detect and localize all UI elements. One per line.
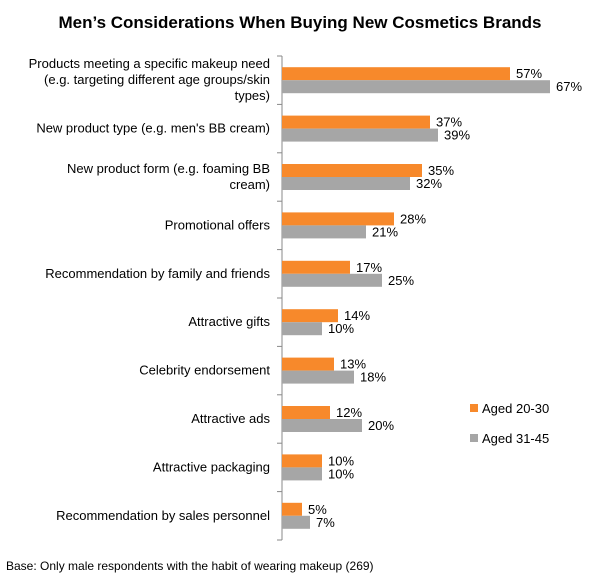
data-label: 13% (340, 357, 366, 372)
category-label: Recommendation by family and friends (45, 266, 270, 281)
category-label: (e.g. targeting different age groups/ski… (44, 72, 270, 87)
legend-swatch (470, 404, 478, 412)
data-label: 57% (516, 66, 542, 81)
data-label: 28% (400, 211, 426, 226)
data-label: 5% (308, 502, 327, 517)
category-label: Attractive ads (191, 411, 270, 426)
bar (282, 164, 422, 177)
data-label: 25% (388, 273, 414, 288)
legend-label: Aged 31-45 (482, 431, 549, 446)
bar (282, 322, 322, 336)
category-label: cream) (230, 177, 270, 192)
bar (282, 260, 350, 274)
footnote: Base: Only male respondents with the hab… (6, 559, 374, 573)
bar (282, 309, 338, 323)
data-label: 67% (556, 79, 582, 94)
bar (282, 467, 322, 481)
data-label: 10% (328, 321, 354, 336)
category-labels: Products meeting a specific makeup need(… (29, 56, 271, 523)
bar (282, 67, 510, 81)
category-label: Promotional offers (165, 217, 271, 232)
category-label: Attractive gifts (188, 314, 270, 329)
bar (282, 370, 354, 384)
bar (282, 225, 366, 239)
data-label: 10% (328, 466, 354, 481)
category-label: types) (235, 88, 270, 103)
data-label: 18% (360, 370, 386, 385)
data-label: 10% (328, 453, 354, 468)
bar (282, 80, 550, 94)
category-label: Celebrity endorsement (139, 363, 270, 378)
legend: Aged 20-30 Aged 31-45 (470, 401, 549, 446)
category-label: Products meeting a specific makeup need (29, 56, 270, 71)
bar (282, 502, 302, 516)
category-label: New product type (e.g. men's BB cream) (36, 121, 270, 136)
data-label: 21% (372, 224, 398, 239)
data-label: 14% (344, 308, 370, 323)
bar (282, 357, 334, 371)
legend-swatch (470, 434, 478, 442)
data-label: 37% (436, 115, 462, 130)
data-labels: 57%67%37%39%35%32%28%21%17%25%14%10%13%1… (308, 66, 582, 530)
bar (282, 406, 330, 419)
bars (282, 67, 550, 529)
data-label: 12% (336, 405, 362, 420)
chart-title: Men’s Considerations When Buying New Cos… (58, 13, 541, 32)
bar (282, 212, 394, 226)
bar (282, 419, 362, 432)
data-label: 17% (356, 260, 382, 275)
category-label: Attractive packaging (153, 459, 270, 474)
category-label: New product form (e.g. foaming BB (67, 161, 270, 176)
legend-label: Aged 20-30 (482, 401, 549, 416)
data-label: 35% (428, 163, 454, 178)
bar (282, 273, 382, 287)
data-label: 39% (444, 128, 470, 143)
bar (282, 128, 438, 142)
bar (282, 515, 310, 529)
data-label: 7% (316, 515, 335, 530)
bar (282, 115, 430, 129)
bar (282, 454, 322, 468)
category-axis-ticks (277, 55, 282, 541)
data-label: 20% (368, 418, 394, 433)
bar (282, 177, 410, 190)
category-label: Recommendation by sales personnel (56, 508, 270, 523)
data-label: 32% (416, 176, 442, 191)
